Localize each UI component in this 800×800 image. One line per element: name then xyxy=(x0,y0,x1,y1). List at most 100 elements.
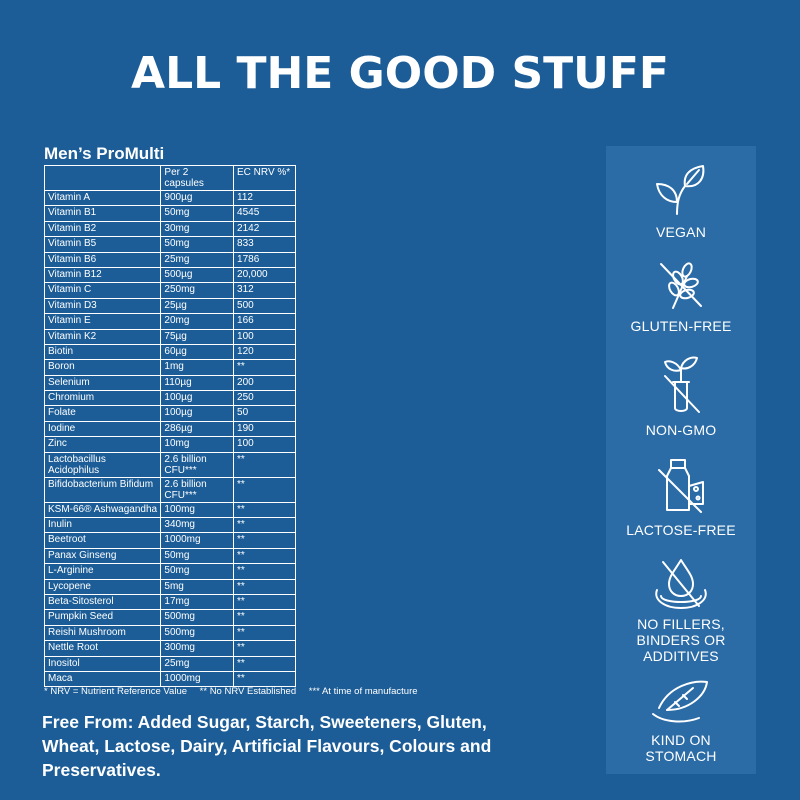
nutrient-nrv: ** xyxy=(233,655,296,672)
footnote-manufacture: *** At time of manufacture xyxy=(308,686,418,697)
nutrient-nrv: 200 xyxy=(233,374,296,392)
table-row: Bifidobacterium Bifidum 2.6 billion CFU**… xyxy=(43,476,296,503)
table-row: Beta-Sitosterol 17mg ** xyxy=(43,593,296,611)
nutrient-amount: 25µg xyxy=(160,297,235,315)
nutrient-amount: 1000mg xyxy=(160,532,235,549)
nutrient-amount: 17mg xyxy=(160,593,235,611)
nutrition-table: Per 2 capsules EC NRV %* Vitamin A 900µg 1… xyxy=(43,165,296,688)
header-nutrient xyxy=(43,165,162,191)
nutrient-name: Panax Ginseng xyxy=(43,547,162,565)
nutrient-name: Inositol xyxy=(43,655,162,672)
table-row: Lactobacillus Acidophilus 2.6 billion CFU… xyxy=(43,451,296,478)
product-title: Men’s ProMulti xyxy=(44,144,165,163)
nutrient-name: Vitamin B1 xyxy=(43,205,162,222)
nutrient-name: Vitamin B2 xyxy=(43,220,162,238)
feather-hand-icon xyxy=(652,680,708,723)
footnote-no-nrv: ** No NRV Established xyxy=(199,686,297,697)
table-row: Biotin 60µg 120 xyxy=(43,343,296,361)
table-row: Panax Ginseng 50mg ** xyxy=(43,547,296,565)
nutrient-nrv: 100 xyxy=(233,436,296,453)
table-row: Vitamin B12 500µg 20,000 xyxy=(43,266,296,284)
nutrient-amount: 50mg xyxy=(160,563,235,580)
nutrient-nrv: 312 xyxy=(233,282,296,299)
nutrient-nrv: ** xyxy=(233,578,296,595)
nutrient-nrv: ** xyxy=(233,517,296,534)
nutrient-amount: 5mg xyxy=(160,578,235,595)
nutrient-amount: 1000mg xyxy=(160,670,235,688)
nutrient-name: Beta-Sitosterol xyxy=(43,593,162,611)
nutrient-name: Biotin xyxy=(43,343,162,361)
nutrient-amount: 500mg xyxy=(160,609,235,626)
nutrient-name: Maca xyxy=(43,670,162,688)
nutrient-amount: 500µg xyxy=(160,266,235,284)
nutrient-nrv: ** xyxy=(233,563,296,580)
nutrient-name: Vitamin K2 xyxy=(43,328,162,345)
table-header-row: Per 2 capsules EC NRV %* xyxy=(43,165,296,191)
table-row: Beetroot 1000mg ** xyxy=(43,532,296,549)
nutrient-amount: 50mg xyxy=(160,236,235,253)
nutrient-nrv: ** xyxy=(233,640,296,657)
nutrient-nrv: ** xyxy=(233,501,296,519)
header-amount: Per 2 capsules xyxy=(160,165,235,191)
footnotes: * NRV = Nutrient Reference Value ** No N… xyxy=(44,686,428,697)
nutrient-nrv: 833 xyxy=(233,236,296,253)
table-row: Vitamin E 20mg 166 xyxy=(43,313,296,330)
table-row: Reishi Mushroom 500mg ** xyxy=(43,624,296,642)
nutrient-nrv: 100 xyxy=(233,328,296,345)
nutrient-name: Iodine xyxy=(43,420,162,438)
nutrient-nrv: 4545 xyxy=(233,205,296,222)
nutrient-nrv: 50 xyxy=(233,405,296,422)
nutrient-name: Beetroot xyxy=(43,532,162,549)
nutrient-nrv: 190 xyxy=(233,420,296,438)
nutrient-nrv: ** xyxy=(233,609,296,626)
nutrient-amount: 25mg xyxy=(160,655,235,672)
nutrient-amount: 50mg xyxy=(160,205,235,222)
table-row: Inositol 25mg ** xyxy=(43,655,296,672)
table-row: Selenium 110µg 200 xyxy=(43,374,296,392)
nutrient-name: Bifidobacterium Bifidum xyxy=(43,476,162,503)
table-row: Vitamin B5 50mg 833 xyxy=(43,236,296,253)
nutrient-name: Reishi Mushroom xyxy=(43,624,162,642)
wheat-crossed-icon xyxy=(660,262,702,309)
table-row: Vitamin C 250mg 312 xyxy=(43,282,296,299)
nutrient-nrv: ** xyxy=(233,547,296,565)
badge-label-lactose-free: LACTOSE-FREE xyxy=(626,522,736,538)
badge-gluten-free: GLUTEN-FREE xyxy=(606,258,756,334)
milk-bottle-crossed-icon xyxy=(658,459,704,513)
nutrient-nrv: 2142 xyxy=(233,220,296,238)
table-row: Vitamin K2 75µg 100 xyxy=(43,328,296,345)
nutrient-amount: 340mg xyxy=(160,517,235,534)
nutrient-amount: 25mg xyxy=(160,251,235,268)
nutrient-name: Chromium xyxy=(43,390,162,407)
nutrient-nrv: ** xyxy=(233,451,296,478)
nutrient-name: Zinc xyxy=(43,436,162,453)
nutrient-nrv: 166 xyxy=(233,313,296,330)
table-row: Maca 1000mg ** xyxy=(43,670,296,688)
table-row: Boron 1mg ** xyxy=(43,359,296,376)
nutrient-amount: 30mg xyxy=(160,220,235,238)
nutrient-nrv: 1786 xyxy=(233,251,296,268)
table-row: Iodine 286µg 190 xyxy=(43,420,296,438)
nutrient-amount: 250mg xyxy=(160,282,235,299)
nutrient-name: Pumpkin Seed xyxy=(43,609,162,626)
nutrient-amount: 10mg xyxy=(160,436,235,453)
nutrient-name: Folate xyxy=(43,405,162,422)
nutrient-name: L-Arginine xyxy=(43,563,162,580)
badge-vegan: VEGAN xyxy=(606,164,756,240)
nutrient-name: Vitamin B12 xyxy=(43,266,162,284)
nutrient-amount: 110µg xyxy=(160,374,235,392)
nutrient-nrv: 500 xyxy=(233,297,296,315)
nutrient-nrv: ** xyxy=(233,670,296,688)
badge-label-gluten-free: GLUTEN-FREE xyxy=(630,318,732,334)
nutrient-name: Inulin xyxy=(43,517,162,534)
nutrient-nrv: ** xyxy=(233,593,296,611)
nutrient-amount: 900µg xyxy=(160,189,235,207)
nutrient-nrv: 250 xyxy=(233,390,296,407)
nutrient-amount: 50mg xyxy=(160,547,235,565)
nutrient-amount: 100µg xyxy=(160,390,235,407)
drop-crossed-icon xyxy=(655,559,707,609)
nutrient-name: Lactobacillus Acidophilus xyxy=(43,451,162,478)
nutrient-amount: 60µg xyxy=(160,343,235,361)
badge-label-no-fillers: NO FILLERS, BINDERS OR ADDITIVES xyxy=(636,616,726,664)
table-row: Vitamin B6 25mg 1786 xyxy=(43,251,296,268)
